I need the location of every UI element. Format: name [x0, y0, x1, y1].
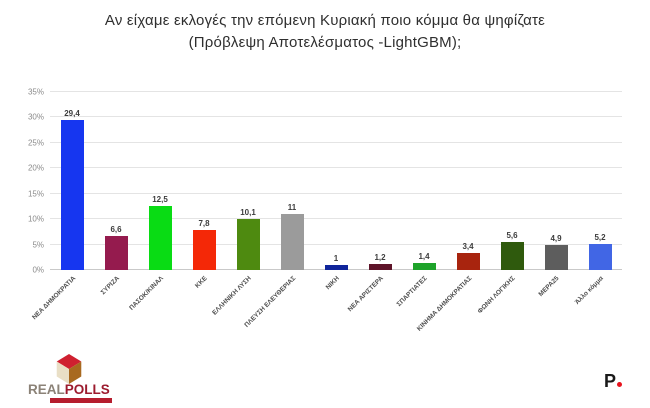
ytick-label-25%: 25% [27, 138, 44, 148]
realpolls-tagline-strip [50, 398, 112, 403]
xtick-label: ΜΕΡΑ25 [537, 275, 561, 299]
bar-slot: 10,1 ΕΛΛΗΝΙΚΗ ΛΥΣΗ [211, 92, 270, 317]
xtick-label: Άλλο κόμμα [573, 275, 605, 307]
bar: 11 [280, 203, 304, 270]
bar-value-label: 29,4 [64, 109, 80, 119]
bar-value-label: 1,2 [374, 252, 386, 262]
bar: 1,4 [412, 252, 436, 270]
bar: 5,6 [500, 231, 524, 270]
xtick-label: ΚΚΕ [194, 275, 209, 290]
bar: 10,1 [236, 208, 260, 270]
bar-value-label: 7,8 [198, 219, 210, 229]
bar-slot: 12,5 ΠΑΣΟΚ/ΚΙΝΑΛ [128, 92, 182, 312]
bar: 3,4 [456, 242, 480, 270]
plot-area: 0% 5% 10% 15% 20% 25% 30% 35% 29,4 ΝΕΑ ΔΗΜΟΚΡΑΤΙ… [28, 88, 622, 333]
xtick-label: ΣΥΡΙΖΑ [99, 275, 121, 297]
chart-title: Αν είχαμε εκλογές την επόμενη Κυριακή πο… [0, 10, 650, 54]
xtick-label: ΝΕΑ ΔΗΜΟΚΡΑΤΙΑ [30, 275, 77, 322]
ytick-label-10%: 10% [27, 214, 44, 224]
bar-slot: 1,4 ΣΠΑΡΤΙΑΤΕΣ [396, 92, 446, 308]
bar-slot: 1,2 ΝΕΑ ΑΡΙΣΤΕΡΑ [347, 92, 402, 313]
realpolls-cube-icon [56, 354, 82, 384]
bar: 1,2 [368, 253, 392, 270]
ytick-label-15%: 15% [27, 189, 44, 199]
gridline-5% [50, 243, 622, 245]
bar-series: 29,4 ΝΕΑ ΔΗΜΟΚΡΑΤΙΑ 6,6 ΣΥΡΙΖΑ 12,5 ΠΑΣΟΚ/ΚΙΝ… [31, 92, 622, 333]
ytick-label-20%: 20% [27, 163, 44, 173]
bar: 6,6 [104, 225, 128, 270]
ytick-label-5%: 5% [32, 240, 44, 250]
xtick-label: ΦΩΝΗ ΛΟΓΙΚΗΣ [476, 275, 517, 316]
gridline-20% [50, 167, 622, 169]
realpolls-word-real: REAL [28, 382, 65, 397]
bar: 29,4 [60, 109, 84, 270]
bar-slot: 1 ΝΙΚΗ [314, 92, 358, 291]
ytick-label-30%: 30% [27, 112, 44, 122]
bar-slot: 29,4 ΝΕΑ ΔΗΜΟΚΡΑΤΙΑ [31, 92, 94, 321]
bar: 12,5 [148, 195, 172, 270]
chart-title-line2: (Πρόβλεψη Αποτελέσματος -LightGBM); [188, 34, 462, 51]
xtick-label: ΣΠΑΡΤΙΑΤΕΣ [395, 275, 429, 309]
xtick-label: ΕΛΛΗΝΙΚΗ ΛΥΣΗ [211, 275, 253, 317]
bar-slot: 6,6 ΣΥΡΙΖΑ [94, 92, 138, 296]
bar-slot: 5,6 ΦΩΝΗ ΛΟΓΙΚΗΣ [477, 92, 534, 315]
protagon-dot-icon [617, 382, 623, 387]
xtick-label: ΠΛΕΥΣΗ ΕΛΕΥΘΕΡΙΑΣ [242, 275, 297, 329]
bar-value-label: 6,6 [110, 225, 122, 235]
protagon-letter: P [604, 371, 617, 391]
bar-slot: 7,8 ΚΚΕ [182, 92, 226, 290]
chart-title-line1: Αν είχαμε εκλογές την επόμενη Κυριακή πο… [104, 12, 546, 29]
bar-value-label: 4,9 [550, 234, 562, 244]
bar-value-label: 1,4 [418, 251, 430, 261]
xtick-label: ΠΑΣΟΚ/ΚΙΝΑΛ [128, 275, 165, 312]
gridline-35% [50, 91, 622, 92]
bar-value-label: 10,1 [240, 207, 256, 217]
bar-value-label: 5,6 [506, 230, 518, 240]
gridline-10% [50, 218, 622, 220]
gridline-15% [50, 192, 622, 194]
xtick-label: ΝΕΑ ΑΡΙΣΤΕΡΑ [346, 275, 385, 314]
bar: 7,8 [192, 219, 216, 270]
ytick-label-35%: 35% [27, 87, 44, 97]
realpolls-word-polls: POLLS [64, 382, 110, 397]
bar-value-label: 3,4 [462, 241, 474, 251]
bar-slot: 3,4 ΚΙΝΗΜΑ ΔΗΜΟΚΡΑΤΙΑΣ [415, 92, 490, 333]
bar-slot: 5,2 Άλλο κόμμα [574, 92, 622, 306]
bar-value-label: 5,2 [594, 232, 606, 242]
bar-value-label: 11 [287, 203, 297, 213]
bar-value-label: 1 [333, 253, 339, 263]
gridline-30% [50, 116, 622, 118]
bar-slot: 4,9 ΜΕΡΑ25 [534, 92, 578, 298]
bar-value-label: 12,5 [152, 195, 168, 205]
bar-slot: 11 ΠΛΕΥΣΗ ΕΛΕΥΘΕΡΙΑΣ [243, 92, 314, 329]
gridline-25% [50, 141, 622, 143]
bar: 1 [324, 254, 348, 270]
bar: 5,2 [588, 233, 612, 270]
xtick-label: ΝΙΚΗ [324, 275, 341, 292]
bar: 4,9 [544, 234, 568, 270]
realpolls-wordmark: REALPOLLS [28, 382, 110, 397]
ytick-label-0%: 0% [32, 265, 44, 275]
protagon-logo: P [604, 371, 623, 392]
